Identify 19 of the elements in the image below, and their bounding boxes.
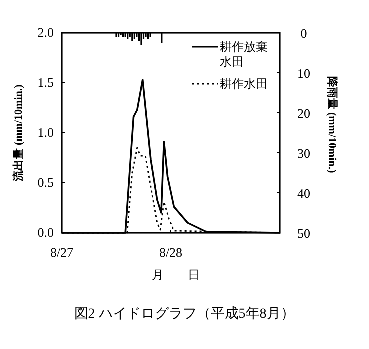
y-tick-label: 2.0 [38,25,54,40]
x-tick-label: 8/27 [50,245,74,260]
x-tick-label: 8/28 [159,245,183,260]
y2-tick-label: 30 [298,146,310,161]
y-axis-title: 流出量 (mm/10min.) [12,84,25,182]
x-axis-title: 月 日 [152,268,200,282]
y-tick-label: 0.5 [38,175,54,190]
y2-tick-label: 10 [298,66,310,81]
y-tick-label: 0.0 [38,225,54,240]
legend-label: 耕作水田 [220,77,268,91]
y-tick-label: 1.0 [38,125,54,140]
y2-tick-label: 0 [300,26,308,41]
y-tick-label: 1.5 [38,75,54,90]
legend-label: 耕作放棄水田 [220,40,268,69]
y2-tick-label: 40 [298,186,310,201]
y2-tick-label: 20 [298,106,310,121]
y2-axis-title: 降雨量 (mm/10min.) [326,76,339,174]
text: 図2 ハイドログラフ（平成5年8月） [74,306,295,322]
y2-tick-label: 50 [298,226,310,241]
